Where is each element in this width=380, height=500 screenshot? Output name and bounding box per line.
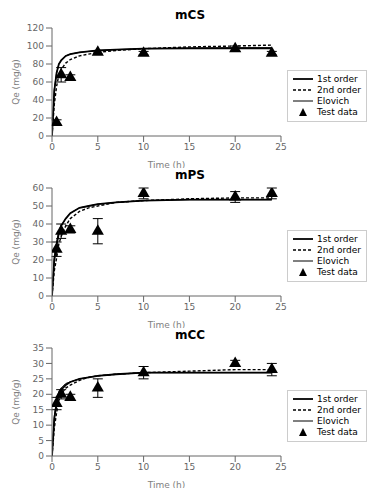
svg-text:5: 5 [95,302,101,312]
svg-text:40: 40 [33,95,45,105]
svg-text:10: 10 [33,420,45,430]
html-text:2nd order: 2nd order [317,244,361,255]
html-text:Elovich: Elovich [317,415,350,426]
svg-text:0: 0 [38,131,44,141]
svg-text:25: 25 [275,302,286,312]
svg-text:20: 20 [229,302,241,312]
svg-text:30: 30 [33,359,45,369]
svg-text:Qe (mg/g): Qe (mg/g) [11,219,21,265]
svg-text:120: 120 [27,23,44,33]
svg-text:Time (h): Time (h) [147,160,186,168]
svg-text:25: 25 [33,374,44,384]
svg-text:0: 0 [49,302,55,312]
svg-text:25: 25 [275,142,286,152]
svg-text:80: 80 [33,59,45,69]
svg-text:15: 15 [33,405,44,415]
html-text:Test data: Test data [317,426,358,437]
svg-text:20: 20 [33,113,45,123]
html-text:Elovich: Elovich [317,255,350,266]
svg-text:20: 20 [229,142,241,152]
svg-text:0: 0 [38,451,44,461]
svg-text:10: 10 [33,273,45,283]
html-text:mCC: mCC [174,328,206,342]
html-text:Test data: Test data [317,106,358,117]
svg-text:5: 5 [95,142,101,152]
svg-text:60: 60 [33,77,45,87]
html-text:1st order: 1st order [317,393,358,404]
svg-text:Time (h): Time (h) [147,480,186,488]
svg-text:5: 5 [38,436,44,446]
svg-text:20: 20 [229,462,241,472]
html-text:1st order: 1st order [317,233,358,244]
svg-text:60: 60 [33,183,45,193]
html-text:2nd order: 2nd order [317,404,361,415]
svg-text:5: 5 [95,462,101,472]
svg-text:15: 15 [184,462,195,472]
svg-text:Qe (mg/g): Qe (mg/g) [11,379,21,425]
html-text:Elovich: Elovich [317,95,350,106]
svg-text:Qe (mg/g): Qe (mg/g) [11,59,21,105]
svg-text:0: 0 [49,462,55,472]
svg-text:25: 25 [275,462,286,472]
svg-text:10: 10 [138,462,150,472]
svg-text:10: 10 [138,302,150,312]
html-text:mPS: mPS [175,168,205,182]
svg-text:0: 0 [38,291,44,301]
html-text:1st order: 1st order [317,73,358,84]
svg-text:35: 35 [33,343,44,353]
svg-text:10: 10 [138,142,150,152]
svg-text:15: 15 [184,142,195,152]
svg-text:20: 20 [33,389,45,399]
svg-text:0: 0 [49,142,55,152]
svg-text:Time (h): Time (h) [147,320,186,328]
svg-text:40: 40 [33,219,45,229]
html-text:mCS: mCS [174,8,206,22]
svg-text:30: 30 [33,237,45,247]
svg-text:100: 100 [27,41,44,51]
svg-text:50: 50 [33,201,45,211]
html-text:Test data: Test data [317,266,358,277]
svg-text:20: 20 [33,255,45,265]
svg-text:15: 15 [184,302,195,312]
html-text:2nd order: 2nd order [317,84,361,95]
